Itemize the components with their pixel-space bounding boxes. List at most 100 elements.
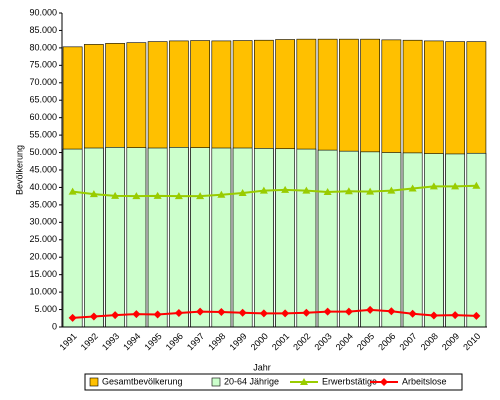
- marker: [302, 186, 311, 194]
- x-tick-label: 1997: [185, 331, 206, 352]
- marker: [387, 307, 396, 316]
- x-tick-label: 1992: [79, 331, 100, 352]
- y-tick-label: 15.000: [29, 269, 57, 279]
- x-tick-label: 1993: [100, 331, 121, 352]
- y-tick-label: 25.000: [29, 234, 57, 244]
- marker: [344, 307, 353, 316]
- y-tick-label: 90.000: [29, 7, 57, 17]
- x-tick-label: 1996: [164, 331, 185, 352]
- bar: [296, 148, 317, 328]
- legend-label: Erwerbstätige: [322, 376, 377, 386]
- marker: [408, 309, 417, 318]
- x-tick-label: 1999: [227, 331, 248, 352]
- marker: [429, 311, 438, 320]
- marker: [300, 378, 308, 385]
- y-tick-label: 50.000: [29, 147, 57, 157]
- marker: [174, 309, 183, 318]
- marker: [344, 187, 353, 195]
- marker: [153, 310, 162, 319]
- bar: [445, 153, 465, 328]
- marker: [153, 191, 162, 199]
- marker: [68, 313, 77, 322]
- marker: [132, 192, 141, 200]
- marker: [408, 184, 417, 192]
- bar: [317, 149, 338, 328]
- marker: [323, 187, 332, 195]
- x-tick-label: 1994: [121, 331, 142, 352]
- bar: [105, 147, 125, 328]
- bar: [339, 150, 359, 328]
- marker: [472, 311, 481, 320]
- marker: [259, 309, 268, 318]
- bar: [126, 147, 147, 328]
- bar: [232, 147, 253, 328]
- x-tick-label: 2006: [376, 331, 397, 352]
- marker: [174, 192, 183, 200]
- legend-box: [84, 373, 463, 391]
- marker: [323, 307, 332, 316]
- legend-swatch: [211, 377, 221, 387]
- bar: [190, 147, 210, 328]
- marker: [451, 311, 460, 320]
- y-tick-label: 40.000: [29, 182, 57, 192]
- legend-label: 20-64 Jährige: [224, 376, 279, 386]
- bar: [254, 148, 274, 328]
- bar: [211, 147, 232, 328]
- marker: [238, 189, 247, 197]
- marker: [302, 308, 311, 317]
- bar: [381, 152, 402, 328]
- x-tick-label: 2001: [270, 331, 291, 352]
- x-tick-label: 2005: [355, 331, 376, 352]
- marker: [196, 307, 205, 316]
- legend-label: Arbeitslose: [402, 376, 447, 386]
- y-tick-label: 35.000: [29, 199, 57, 209]
- bar: [402, 152, 423, 328]
- legend-swatch: [89, 377, 99, 387]
- y-tick-label: 20.000: [29, 252, 57, 262]
- marker: [259, 186, 268, 194]
- y-tick-label: 75.000: [29, 60, 57, 70]
- marker: [132, 310, 141, 319]
- bar: [147, 147, 168, 328]
- x-tick-label: 2008: [419, 331, 440, 352]
- marker: [111, 311, 120, 320]
- bar: [62, 148, 83, 328]
- x-tick-label: 2002: [291, 331, 312, 352]
- x-tick-label: 2010: [461, 331, 482, 352]
- bar: [424, 153, 444, 328]
- marker: [380, 378, 388, 386]
- marker: [111, 191, 120, 199]
- x-tick-label: 1991: [57, 331, 78, 352]
- marker: [366, 305, 375, 314]
- y-tick-label: 60.000: [29, 112, 57, 122]
- bar: [466, 152, 487, 328]
- bar: [275, 148, 295, 328]
- marker: [429, 182, 438, 190]
- marker: [196, 192, 205, 200]
- y-tick-label: 0: [52, 321, 57, 331]
- x-tick-label: 2004: [334, 331, 355, 352]
- x-tick-label: 2000: [249, 331, 270, 352]
- marker: [89, 190, 98, 198]
- y-axis-label: Bevölkerung: [14, 145, 24, 195]
- y-tick-label: 5.000: [34, 304, 57, 314]
- y-tick-label: 30.000: [29, 217, 57, 227]
- marker: [217, 307, 226, 316]
- y-tick-label: 10.000: [29, 286, 57, 296]
- x-tick-label: 2009: [440, 331, 461, 352]
- line: [72, 184, 477, 198]
- marker: [89, 312, 98, 321]
- marker: [217, 190, 226, 198]
- y-tick-label: 70.000: [29, 77, 57, 87]
- marker: [238, 308, 247, 317]
- marker: [281, 309, 290, 318]
- y-tick-label: 80.000: [29, 42, 57, 52]
- marker: [472, 181, 481, 189]
- y-tick-label: 45.000: [29, 164, 57, 174]
- x-tick-label: 2007: [397, 331, 418, 352]
- marker: [451, 182, 460, 190]
- bar: [169, 147, 189, 328]
- y-tick-label: 55.000: [29, 129, 57, 139]
- marker: [68, 187, 77, 195]
